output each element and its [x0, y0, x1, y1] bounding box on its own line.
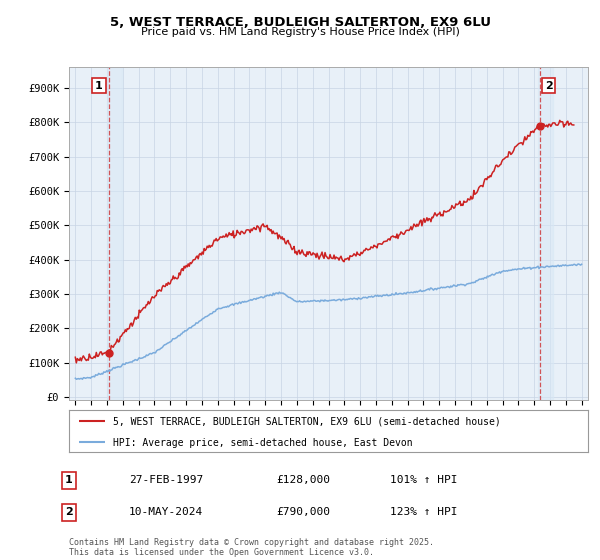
Text: HPI: Average price, semi-detached house, East Devon: HPI: Average price, semi-detached house,… [113, 438, 413, 448]
Text: 101% ↑ HPI: 101% ↑ HPI [390, 475, 458, 486]
Text: 2: 2 [545, 81, 553, 91]
Text: £128,000: £128,000 [276, 475, 330, 486]
Text: Contains HM Land Registry data © Crown copyright and database right 2025.
This d: Contains HM Land Registry data © Crown c… [69, 538, 434, 557]
Text: 2: 2 [65, 507, 73, 517]
Text: 5, WEST TERRACE, BUDLEIGH SALTERTON, EX9 6LU: 5, WEST TERRACE, BUDLEIGH SALTERTON, EX9… [110, 16, 491, 29]
Text: £790,000: £790,000 [276, 507, 330, 517]
Text: 1: 1 [65, 475, 73, 486]
Bar [538, 67, 553, 400]
Text: 27-FEB-1997: 27-FEB-1997 [129, 475, 203, 486]
Text: 10-MAY-2024: 10-MAY-2024 [129, 507, 203, 517]
Text: Price paid vs. HM Land Registry's House Price Index (HPI): Price paid vs. HM Land Registry's House … [140, 27, 460, 37]
Bar [107, 67, 122, 400]
Text: 123% ↑ HPI: 123% ↑ HPI [390, 507, 458, 517]
Text: 1: 1 [95, 81, 103, 91]
Text: 5, WEST TERRACE, BUDLEIGH SALTERTON, EX9 6LU (semi-detached house): 5, WEST TERRACE, BUDLEIGH SALTERTON, EX9… [113, 417, 501, 427]
